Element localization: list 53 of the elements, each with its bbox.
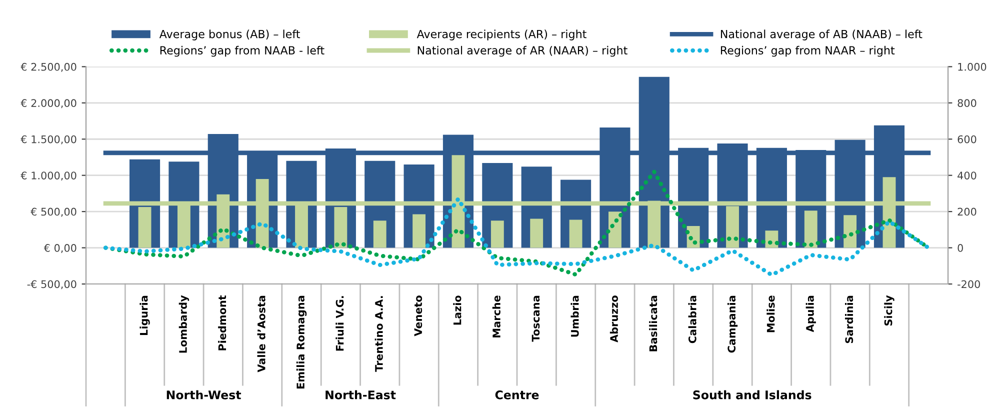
bar (412, 214, 426, 248)
bar (804, 210, 818, 248)
legend-label: National average of AR (NAAR) – right (418, 46, 628, 57)
x-tick-label: Trentino A.A. (374, 296, 383, 372)
y-tick-label: € 1.000,00 (20, 172, 76, 181)
line-series (104, 196, 931, 278)
bar (373, 220, 386, 248)
y2-tick-label: 800 (958, 99, 976, 108)
x-tick-label: Lombardy (178, 295, 190, 353)
legend-label: National average of AB (NAAB) – left (720, 30, 922, 40)
bar (608, 212, 622, 248)
y2-tick-label: 0 (958, 244, 963, 252)
x-tick-label: Umbria (570, 296, 579, 337)
y-tick-label: € 1.500,00 (20, 135, 76, 144)
x-tick-label: Basilicata (649, 296, 658, 352)
text: South and Islands (693, 390, 812, 400)
x-tick-label: Toscana (532, 296, 540, 342)
x-tick-label: Campania (727, 296, 738, 353)
y-tick-label: € 0,00 (44, 244, 76, 253)
x-tick-label: Piedmont (218, 295, 226, 350)
text: North-West (166, 390, 242, 400)
text: North-East (326, 390, 396, 400)
bar (490, 220, 504, 248)
bar (844, 215, 857, 248)
x-tick-label: Sardinia (845, 296, 854, 344)
legend-label: Regions’ gap from NAAR – right (720, 46, 895, 57)
y2-tick-label: 600 (958, 135, 976, 144)
x-tick-label: Veneto (414, 296, 422, 336)
legend-label: Average bonus (AB) – left (159, 30, 300, 40)
x-tick-label: Marche (492, 296, 500, 338)
y2-tick-label: -200 (958, 280, 980, 288)
x-tick-label: Emilia Romagna (296, 296, 307, 388)
y2-tick-label: 400 (958, 172, 976, 180)
bar (530, 218, 544, 248)
x-tick-label: Friuli V.G. (336, 296, 344, 351)
y-tick-label: € 2.000,00 (20, 99, 76, 108)
y-tick-label: € 2.500,00 (20, 62, 76, 72)
x-tick-label: Abruzzo (610, 296, 618, 342)
y2-tick-label: 1.000 (958, 62, 986, 71)
y-tick-label: € 500,00 (30, 208, 76, 217)
text: Centre (495, 390, 539, 400)
x-tick-label: Valle d’Aosta (257, 296, 266, 372)
x-tick-label: Calabria (688, 296, 696, 344)
x-tick-label: Liguria (140, 296, 150, 335)
x-tick-label: Lazio (453, 296, 462, 325)
y2-tick-label: 200 (958, 208, 976, 216)
legend-label: Regions’ gap from NAAB - left (160, 46, 324, 57)
y-tick-label: -€ 500,00 (27, 280, 76, 290)
bar (569, 220, 582, 248)
legend-label: Average recipients (AR) – right (416, 30, 586, 40)
x-tick-label: Molise (766, 296, 775, 332)
x-tick-label: Apulia (806, 296, 816, 332)
x-tick-label: Sicily (884, 295, 894, 326)
